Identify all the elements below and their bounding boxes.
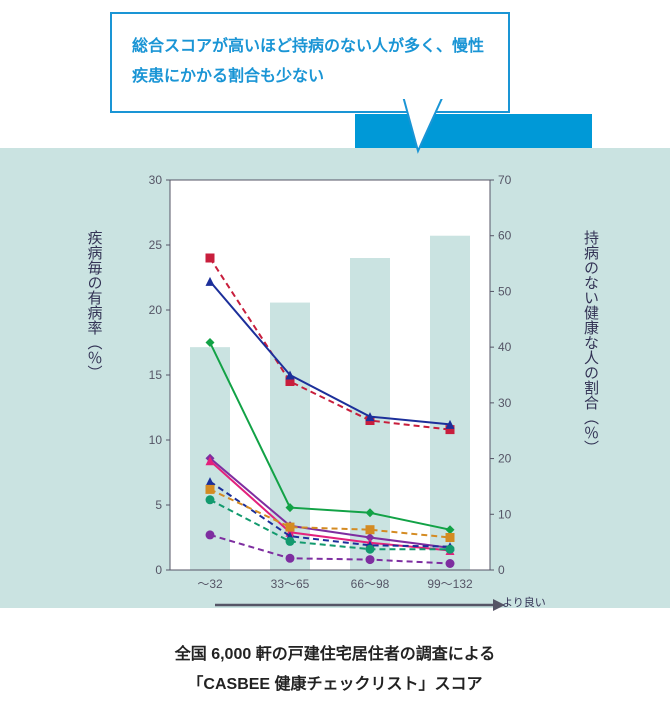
svg-text:〜32: 〜32 (197, 577, 223, 591)
svg-text:50: 50 (498, 284, 512, 298)
caption: 全国 6,000 軒の戸建住宅居住者の調査による 「CASBEE 健康チェックリ… (0, 640, 670, 701)
decor-strip (355, 114, 592, 148)
svg-text:25: 25 (149, 238, 163, 252)
caption-line-2: 「CASBEE 健康チェックリスト」スコア (0, 670, 670, 700)
y-axis-left-label: 疾病毎の有病率（％） (85, 230, 102, 380)
x-direction-arrow-icon (215, 598, 505, 612)
y-axis-right-label: 持病のない健康な人の割合（％） (582, 230, 599, 455)
svg-text:0: 0 (155, 563, 162, 577)
callout-text: 総合スコアが高いほど持病のない人が多く、慢性疾患にかかる割合も少ない (132, 32, 488, 93)
svg-text:5: 5 (155, 498, 162, 512)
svg-text:0: 0 (498, 563, 505, 577)
svg-text:30: 30 (498, 396, 512, 410)
svg-text:66〜98: 66〜98 (351, 577, 390, 591)
callout-box: 総合スコアが高いほど持病のない人が多く、慢性疾患にかかる割合も少ない (110, 12, 510, 113)
chart-svg: 0 5 10 15 20 25 30 0 10 20 30 40 50 60 70 〜32 33〜65 66〜98… (120, 160, 560, 600)
svg-text:20: 20 (498, 452, 512, 466)
chart-container: 総合スコアが高いほど持病のない人が多く、慢性疾患にかかる割合も少ない 疾病毎の有… (0, 0, 670, 707)
svg-text:10: 10 (498, 507, 512, 521)
svg-text:30: 30 (149, 173, 163, 187)
caption-line-1: 全国 6,000 軒の戸建住宅居住者の調査による (175, 646, 495, 663)
svg-text:33〜65: 33〜65 (271, 577, 310, 591)
svg-text:70: 70 (498, 173, 512, 187)
callout-arrow-icon (393, 96, 453, 166)
svg-text:10: 10 (149, 433, 163, 447)
svg-text:60: 60 (498, 229, 512, 243)
svg-text:40: 40 (498, 340, 512, 354)
svg-text:20: 20 (149, 303, 163, 317)
svg-text:99〜132: 99〜132 (427, 577, 473, 591)
svg-text:15: 15 (149, 368, 163, 382)
